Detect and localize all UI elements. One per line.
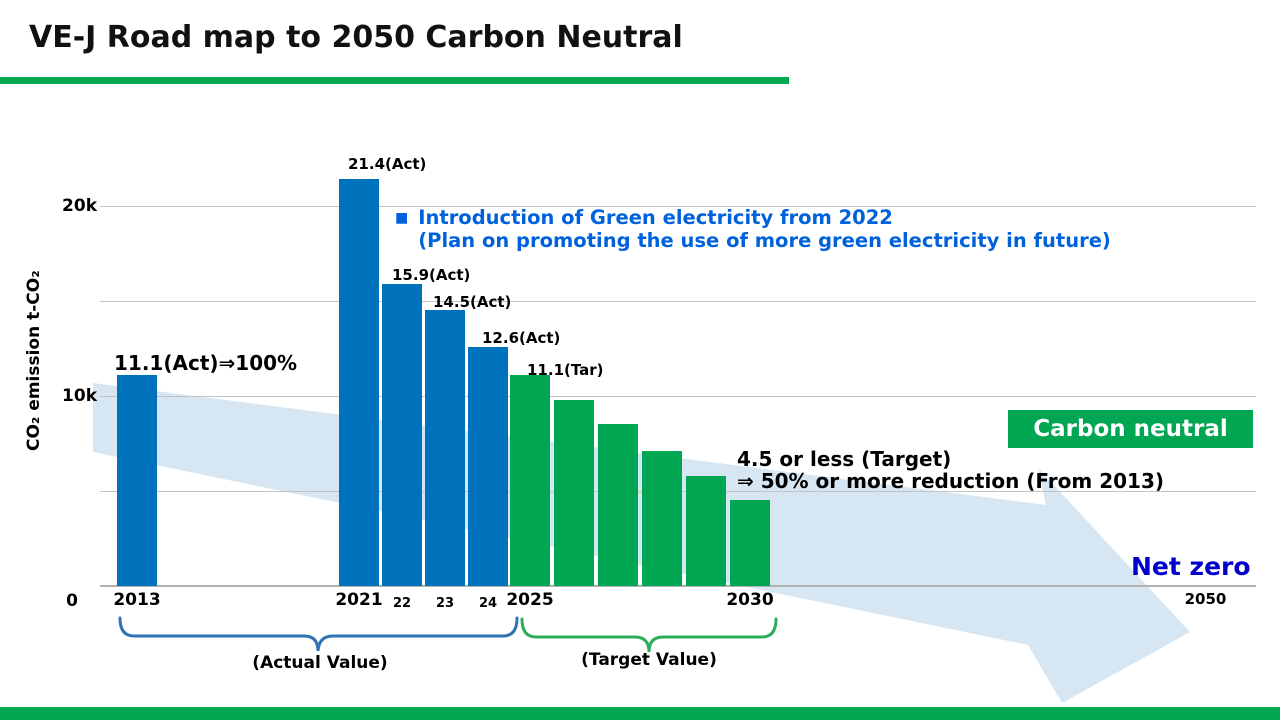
value-label-2022: 15.9(Act) [392,266,471,284]
y-tick-10k: 10k [62,386,97,406]
x-tick-2022: 22 [392,596,412,611]
target-note-line1: 4.5 or less (Target) [737,447,952,471]
y-axis-title: CO₂ emission t-CO₂ [24,270,44,451]
green-electricity-note: ■ Introduction of Green electricity from… [395,206,1111,252]
page-title: VE-J Road map to 2050 Carbon Neutral [29,20,683,55]
y-tick-0: 0 [66,591,78,611]
value-label-2023: 14.5(Act) [433,293,512,311]
bar-2025 [510,375,550,586]
x-tick-2030: 2030 [726,590,774,610]
green-electricity-note-line1: Introduction of Green electricity from 2… [418,206,893,229]
value-label-2021: 21.4(Act) [348,155,427,173]
y-tick-20k: 20k [62,196,97,216]
bar-2023 [425,310,465,586]
value-label-2013: 11.1(Act)⇒100% [114,351,298,375]
target-brace-label: (Target Value) [581,650,717,670]
x-axis-line [100,585,1256,587]
target-note: 4.5 or less (Target) ⇒ 50% or more reduc… [737,448,1164,492]
gridline-15k [100,301,1256,302]
title-underline [0,77,789,84]
footer-bar [0,707,1280,720]
x-tick-2013: 2013 [113,590,161,610]
x-tick-2025: 2025 [506,590,554,610]
carbon-neutral-badge: Carbon neutral [1008,410,1253,448]
bar-2013 [117,375,157,586]
gridline-20k [100,206,1256,207]
x-tick-2023: 23 [435,596,455,611]
net-zero-label: Net zero [1131,552,1251,581]
bar-2027 [598,424,638,586]
x-tick-2021: 2021 [335,590,383,610]
bar-2021 [339,179,379,586]
x-tick-2050: 2050 [1184,590,1227,608]
target-note-line2: ⇒ 50% or more reduction (From 2013) [737,469,1165,493]
bar-2030 [730,500,770,586]
bar-2029 [686,476,726,586]
value-label-2024: 12.6(Act) [482,329,561,347]
x-tick-2024: 24 [478,596,498,611]
value-label-2025: 11.1(Tar) [527,361,604,379]
bar-2026 [554,400,594,586]
green-electricity-note-line2: (Plan on promoting the use of more green… [418,229,1111,252]
bar-2024 [468,347,508,586]
square-bullet-icon: ■ [395,210,409,226]
carbon-neutral-label: Carbon neutral [1033,416,1228,442]
actual-brace-label: (Actual Value) [252,653,388,673]
gridline-10k [100,396,1256,397]
bar-2022 [382,284,422,586]
bar-2028 [642,451,682,586]
